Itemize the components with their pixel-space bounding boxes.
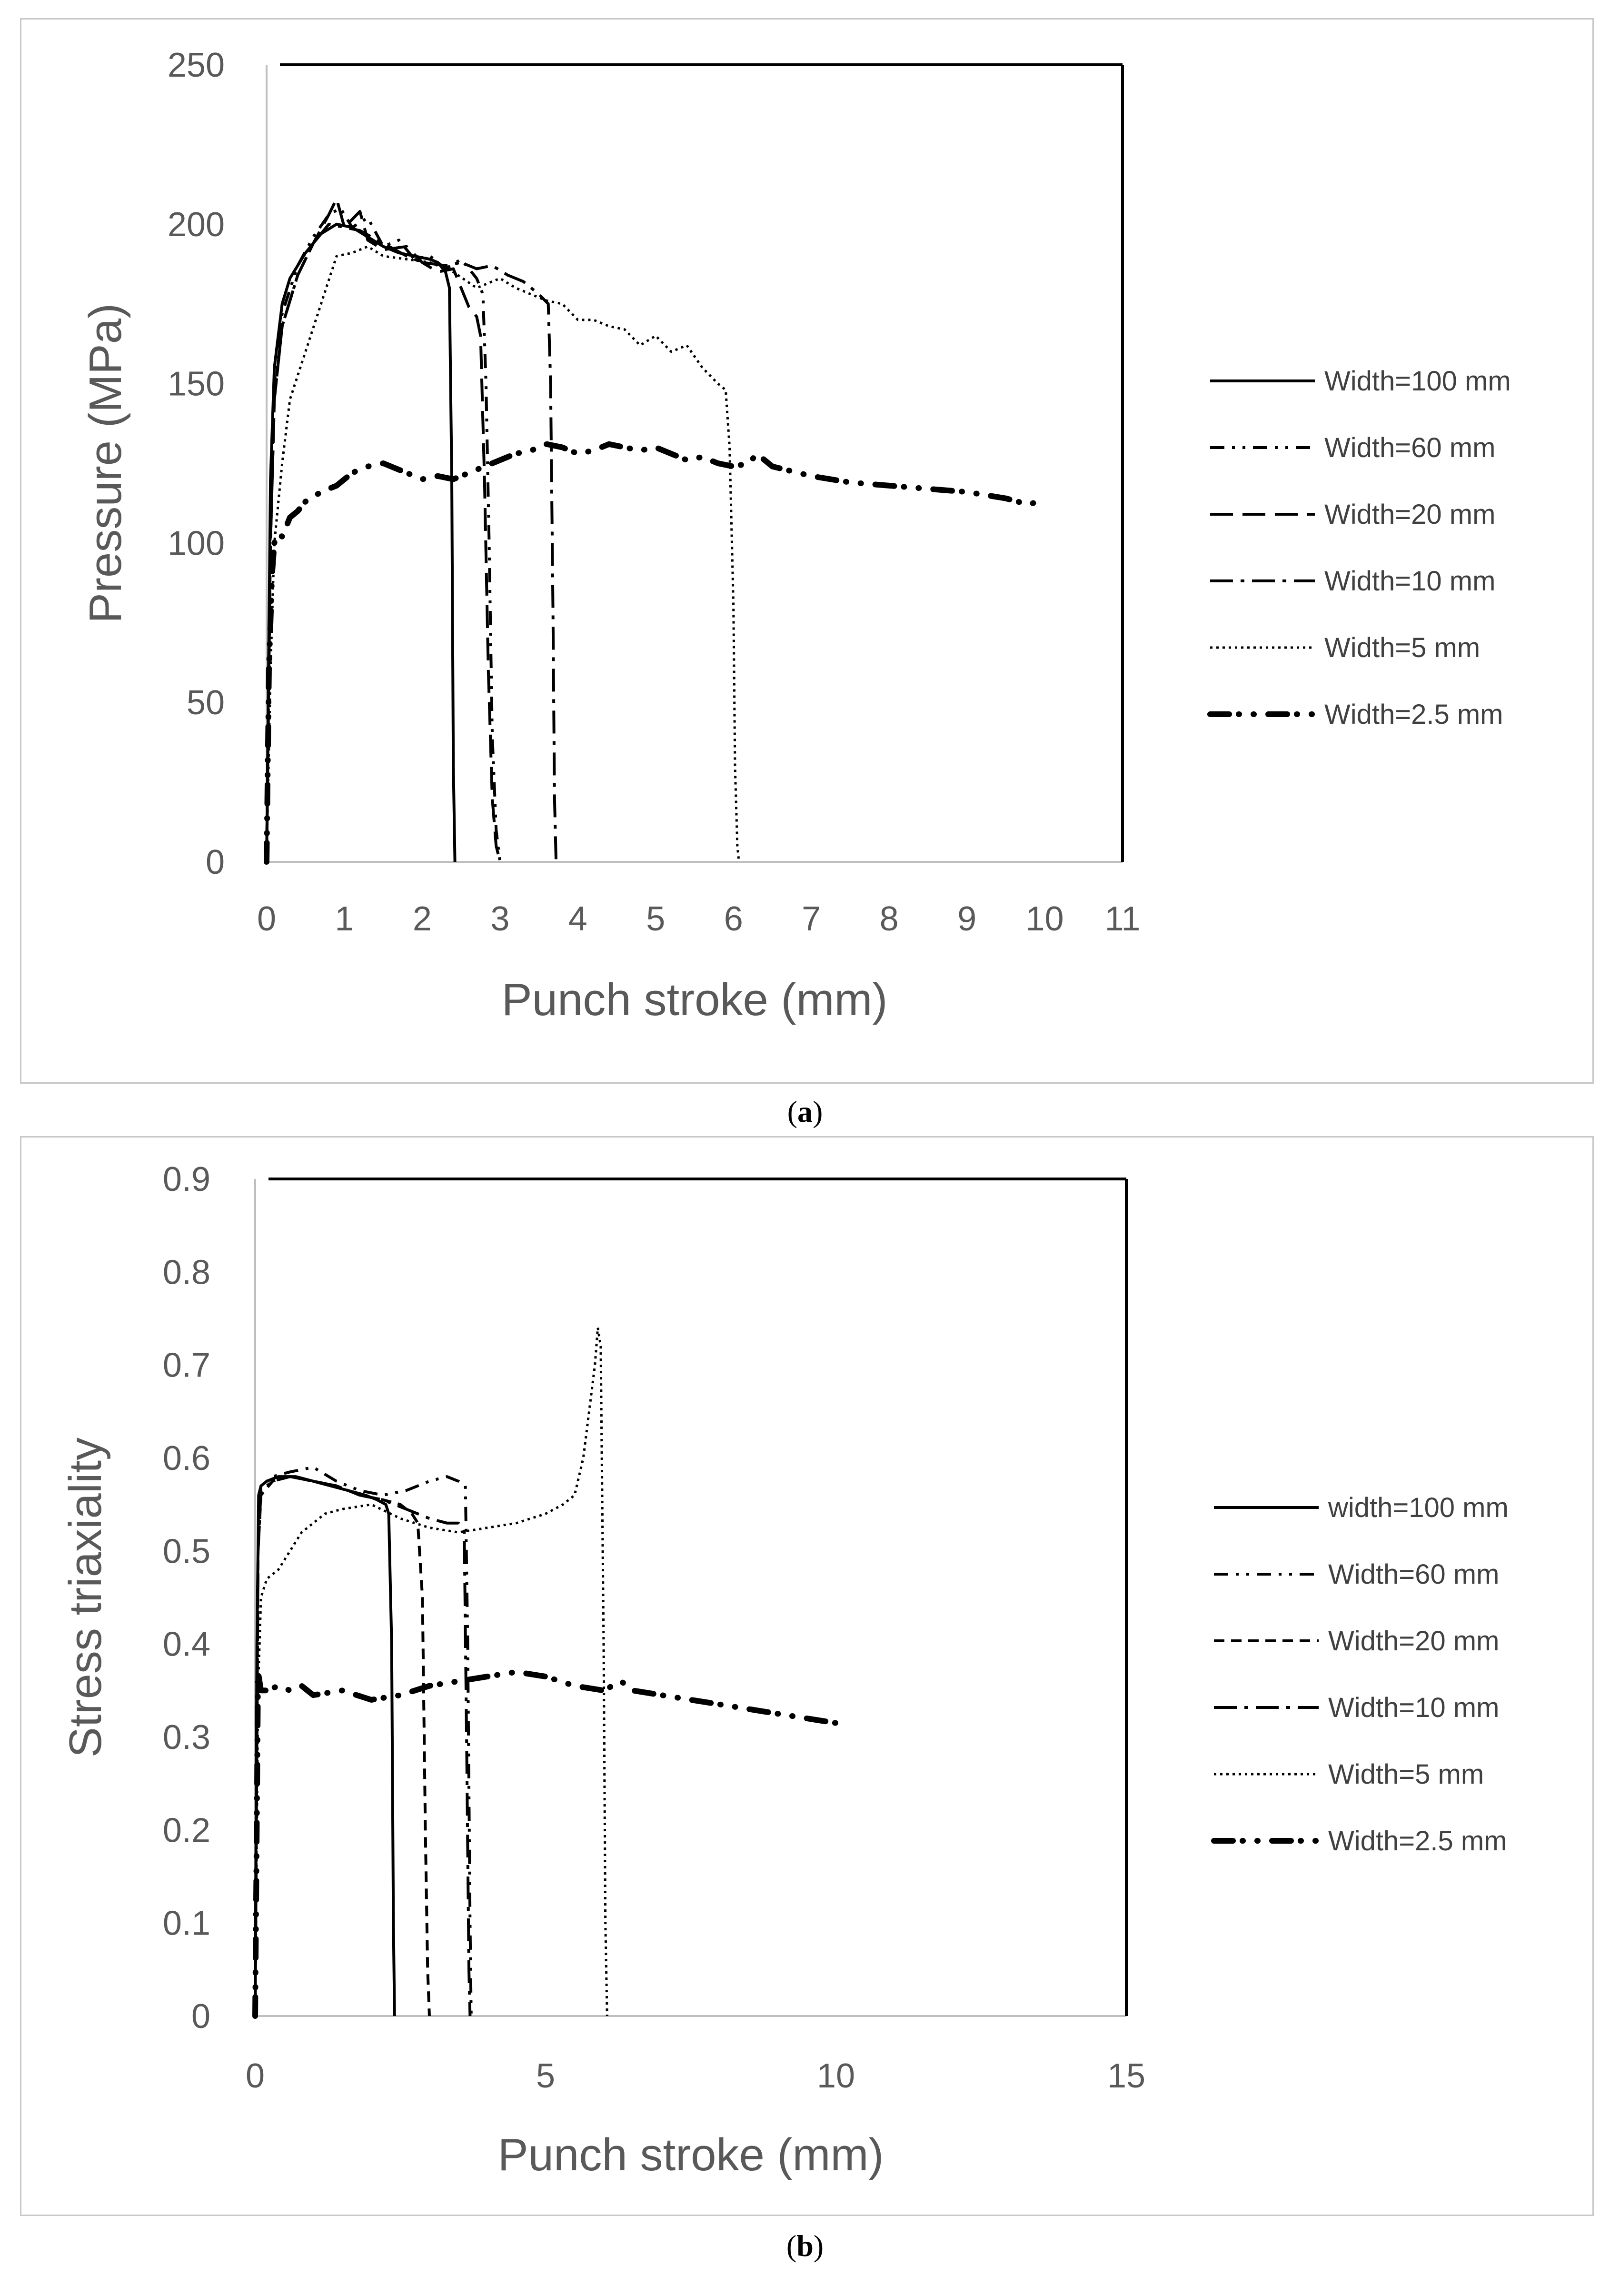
series-line-width-2-5-mm bbox=[264, 441, 1048, 865]
y-tick-label: 0 bbox=[191, 1997, 210, 2036]
y-axis-title: Stress triaxiality bbox=[60, 1437, 111, 1757]
y-tick-label: 0.3 bbox=[163, 1718, 210, 1757]
y-axis-title: Pressure (MPa) bbox=[80, 303, 131, 623]
legend-label: Width=60 mm bbox=[1328, 1559, 1499, 1590]
x-tick-label: 10 bbox=[817, 2057, 855, 2095]
legend-label: Width=20 mm bbox=[1328, 1626, 1499, 1657]
series-line-width-10-mm bbox=[265, 222, 558, 862]
x-tick-label: 8 bbox=[880, 900, 899, 938]
legend-label: Width=2.5 mm bbox=[1328, 1826, 1507, 1857]
y-tick-label: 0.1 bbox=[163, 1905, 210, 1943]
y-tick-label: 0.8 bbox=[163, 1253, 210, 1291]
x-tick-label: 5 bbox=[646, 900, 665, 938]
series-line-width-20-mm bbox=[265, 197, 502, 862]
y-tick-label: 0.6 bbox=[163, 1439, 210, 1477]
caption-a-letter: a bbox=[797, 1095, 813, 1128]
series-line-width-100-mm bbox=[265, 222, 457, 862]
chart-a-frame bbox=[20, 18, 1594, 1084]
x-tick-label: 10 bbox=[1025, 900, 1063, 938]
legend-label: Width=10 mm bbox=[1328, 1692, 1499, 1723]
legend-label: Width=100 mm bbox=[1324, 366, 1511, 397]
chart-b: 0 5 10 15 0 0.1 0.2 0.3 0.4 0.5 0.6 0.7 0.8 0.9 Punch … bbox=[60, 1160, 1509, 2180]
x-tick-label: 9 bbox=[957, 900, 976, 938]
caption-b-close: ) bbox=[813, 2229, 824, 2263]
y-tick-label: 250 bbox=[168, 46, 225, 84]
x-tick-label: 11 bbox=[1105, 900, 1141, 938]
legend-label: Width=60 mm bbox=[1324, 432, 1495, 463]
y-tick-label: 150 bbox=[168, 365, 225, 403]
series-line-width-5-mm bbox=[265, 245, 740, 862]
caption-b-letter: b bbox=[796, 2229, 814, 2263]
x-tick-label: 0 bbox=[246, 2057, 265, 2095]
x-tick-label: 4 bbox=[568, 900, 587, 938]
x-tick-label: 1 bbox=[335, 900, 354, 938]
legend-label: Width=10 mm bbox=[1324, 566, 1495, 597]
y-tick-label: 0.7 bbox=[163, 1347, 210, 1385]
x-tick-label: 5 bbox=[536, 2057, 555, 2095]
caption-a: (a) bbox=[0, 1094, 1610, 1129]
legend-label: Width=5 mm bbox=[1328, 1759, 1484, 1790]
x-tick-label: 2 bbox=[413, 900, 432, 938]
x-axis-title: Punch stroke (mm) bbox=[498, 2129, 884, 2180]
caption-a-close: ) bbox=[813, 1095, 823, 1128]
y-tick-label: 0 bbox=[206, 843, 225, 881]
x-tick-label: 6 bbox=[724, 900, 743, 938]
y-tick-label: 200 bbox=[168, 206, 225, 244]
caption-a-open: ( bbox=[787, 1095, 797, 1128]
x-tick-label: 15 bbox=[1107, 2057, 1145, 2095]
chart-b-frame bbox=[20, 1136, 1594, 2216]
legend-label: width=100 mm bbox=[1328, 1492, 1509, 1523]
y-tick-label: 0.4 bbox=[163, 1626, 210, 1664]
y-tick-label: 0.9 bbox=[163, 1160, 210, 1198]
legend-label: Width=2.5 mm bbox=[1324, 699, 1503, 730]
y-tick-label: 0.2 bbox=[163, 1811, 210, 1849]
x-tick-label: 0 bbox=[257, 900, 276, 938]
x-tick-label: 3 bbox=[490, 900, 509, 938]
x-tick-label: 7 bbox=[802, 900, 821, 938]
series-line-width-60-mm bbox=[265, 207, 502, 862]
series-line-width-10-mm bbox=[254, 1475, 472, 2016]
caption-b-open: ( bbox=[786, 2229, 797, 2263]
series-line-width-5-mm bbox=[254, 1327, 608, 2016]
x-axis-title: Punch stroke (mm) bbox=[502, 974, 888, 1025]
chart-a: 0 1 2 3 4 5 6 7 8 9 10 11 0 50 100 150 200 250 Punch strok… bbox=[80, 46, 1511, 1025]
caption-b: (b) bbox=[0, 2228, 1610, 2264]
series-line-width-2-5-mm bbox=[252, 1669, 839, 2019]
y-tick-label: 0.5 bbox=[163, 1532, 210, 1570]
y-tick-label: 100 bbox=[168, 524, 225, 562]
series-line-width-60-mm bbox=[254, 1466, 473, 2016]
legend-label: Width=20 mm bbox=[1324, 499, 1495, 530]
legend-label: Width=5 mm bbox=[1324, 632, 1480, 663]
y-tick-label: 50 bbox=[187, 684, 225, 722]
series-line-width-20-mm bbox=[254, 1475, 431, 2016]
series-line-width-100-mm bbox=[254, 1475, 396, 2016]
